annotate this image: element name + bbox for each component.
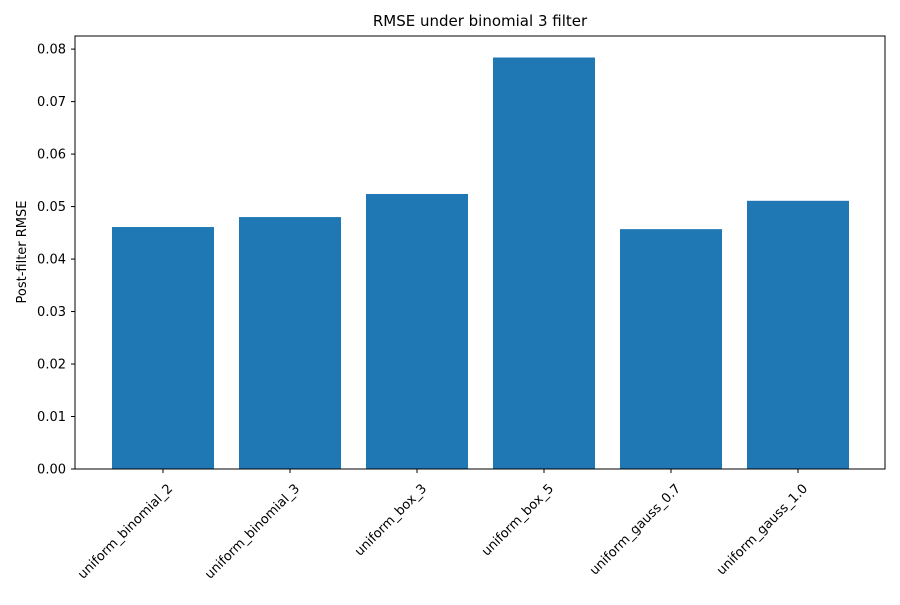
plot-frame [74,35,886,470]
y-tick-label: 0.02 [37,358,66,373]
y-axis-ticks: 0.00 0.01 0.02 0.03 0.04 0.05 0.06 0.07 0.08 [37,43,75,478]
x-axis-ticks: uniform_binomial_2 uniform_binomial_3 unif… [75,469,811,582]
y-tick-label: 0.06 [37,148,66,163]
y-tick-label: 0.05 [37,200,66,215]
chart-title: RMSE under binomial 3 filter [373,12,588,30]
x-tick-label: uniform_binomial_3 [202,481,303,582]
x-tick-label: uniform_box_3 [352,481,430,559]
bar-uniform-binomial-3 [239,217,341,469]
bar-uniform-box-3 [366,193,468,469]
bar-uniform-gauss-0-7 [620,229,722,469]
y-tick-label: 0.03 [37,305,66,320]
y-tick-label: 0.00 [37,463,66,478]
y-tick-label: 0.04 [37,253,66,268]
bar-uniform-gauss-1-0 [747,200,849,469]
x-tick-label: uniform_gauss_0.7 [587,481,684,578]
bar-uniform-box-5 [493,57,595,469]
x-tick-label: uniform_box_5 [479,481,557,559]
y-axis-label: Post-filter RMSE [15,201,30,304]
bar-uniform-binomial-2 [112,227,214,469]
y-tick-label: 0.07 [37,95,66,110]
y-tick-label: 0.01 [37,410,66,425]
bars-layer [112,57,849,469]
x-tick-label: uniform_binomial_2 [75,481,176,582]
y-tick-label: 0.08 [37,43,66,58]
x-tick-label: uniform_gauss_1.0 [714,481,811,578]
